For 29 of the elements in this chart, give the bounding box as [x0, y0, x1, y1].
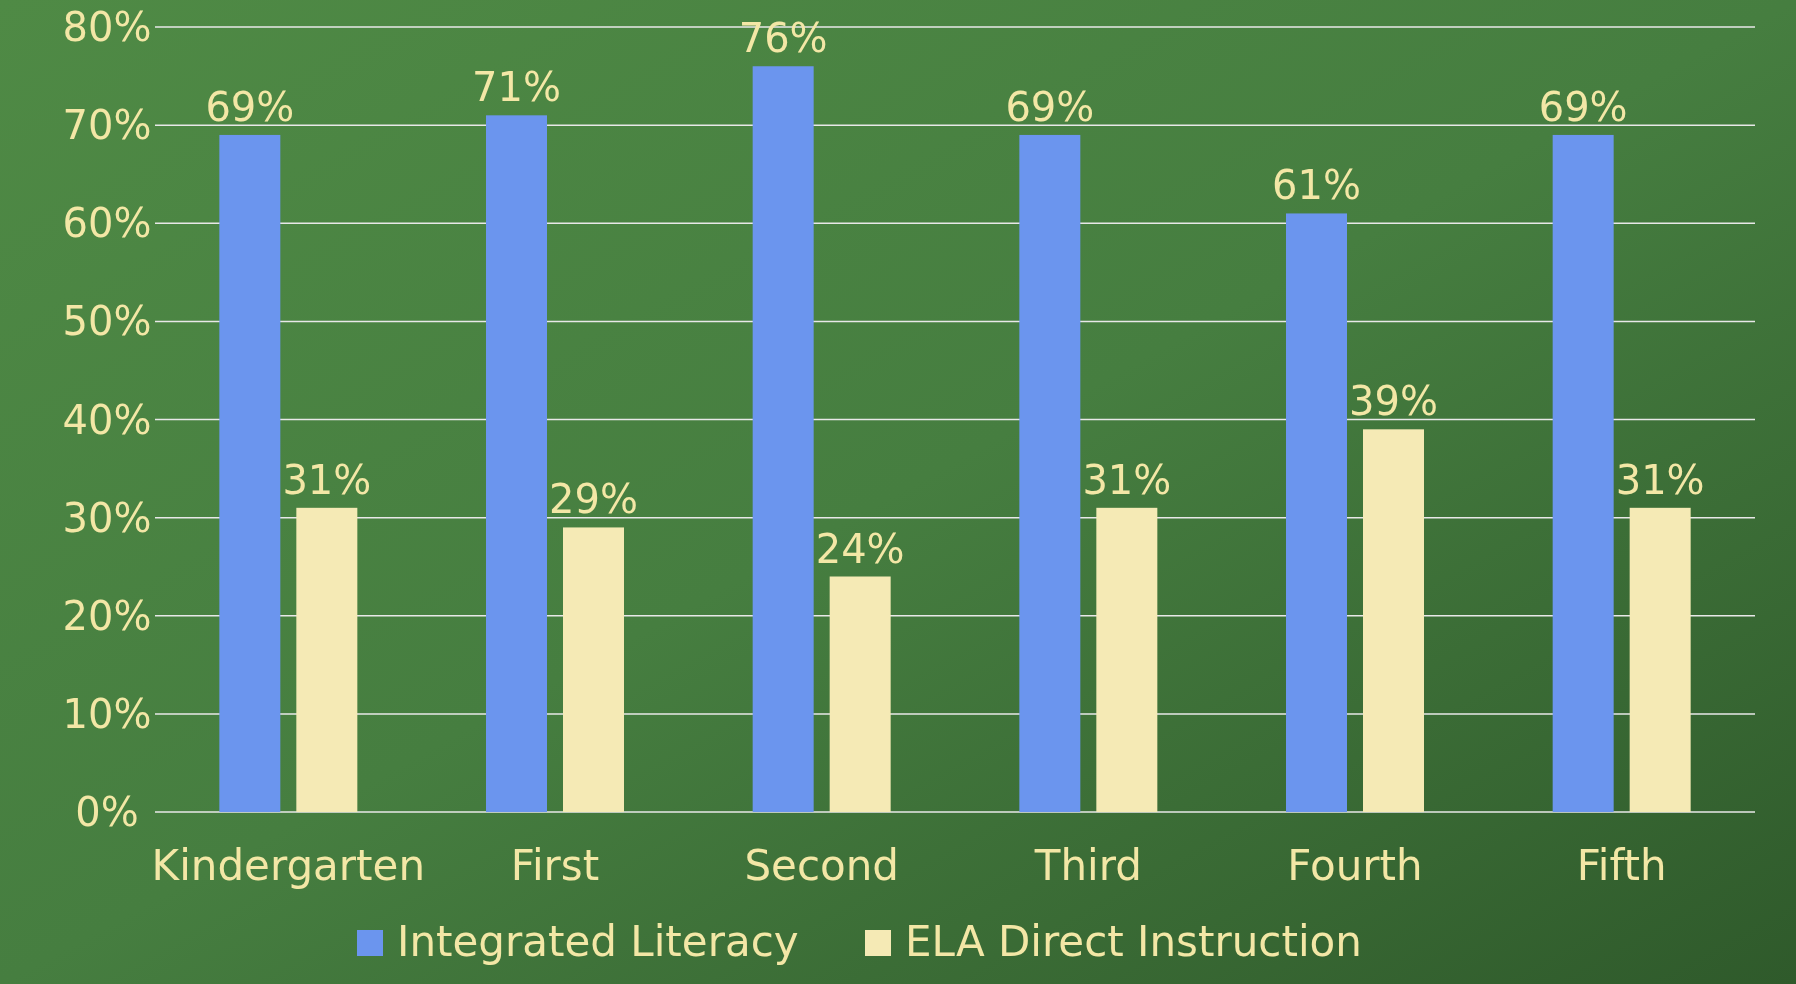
x-tick-label: Second	[744, 841, 899, 890]
data-label: 31%	[1082, 456, 1172, 503]
y-tick-label: 80%	[62, 4, 152, 50]
data-label: 31%	[282, 456, 372, 503]
data-label: 39%	[1349, 378, 1438, 425]
data-label: 29%	[549, 476, 638, 523]
legend-label: Integrated Literacy	[397, 917, 799, 966]
y-tick-label: 10%	[62, 690, 152, 737]
data-label: 24%	[815, 525, 905, 572]
data-label: 76%	[738, 15, 828, 62]
y-tick-label: 70%	[62, 102, 152, 149]
x-tick-label: Third	[1033, 841, 1142, 890]
x-tick-label: First	[510, 841, 600, 890]
data-label: 69%	[205, 83, 295, 130]
y-tick-label: 50%	[62, 298, 152, 345]
y-tick-label: 20%	[62, 592, 152, 639]
data-label: 61%	[1272, 162, 1361, 209]
y-tick-label: 30%	[62, 494, 152, 541]
data-label: 71%	[472, 64, 561, 111]
x-tick-label: Fifth	[1576, 841, 1667, 890]
x-tick-label: Fourth	[1287, 841, 1423, 890]
y-tick-label: 60%	[62, 200, 152, 247]
data-label: 31%	[1615, 456, 1705, 503]
x-tick-label: Kindergarten	[151, 841, 426, 890]
legend-label: ELA Direct Instruction	[905, 917, 1362, 966]
y-tick-label: 40%	[62, 396, 152, 443]
y-tick-label: 0%	[75, 789, 139, 835]
data-label: 69%	[1005, 83, 1095, 130]
data-label: 69%	[1538, 83, 1628, 130]
